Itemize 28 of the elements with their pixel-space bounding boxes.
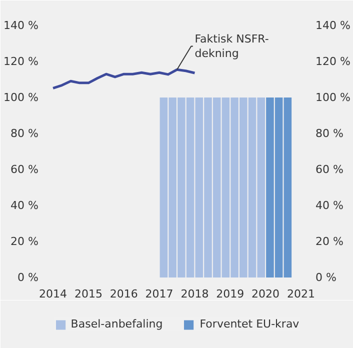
x-tick-label: 2014 — [39, 288, 68, 300]
annotation: Faktisk NSFR- dekning — [194, 32, 269, 60]
y-tick-label: 20 % — [10, 235, 39, 248]
y2-tick-label: 80 % — [316, 127, 344, 140]
y-tick-label: 0 % — [18, 271, 39, 284]
y-tick-label: 120 % — [4, 55, 39, 68]
x-tick-label: 2020 — [252, 288, 280, 300]
x-tick-label: 2015 — [74, 288, 102, 300]
legend-label: Basel-anbefaling — [70, 318, 163, 330]
y2-tick-label: 100 % — [316, 91, 350, 104]
y2-tick-label: 60 % — [316, 163, 344, 176]
y2-tick-label: 0 % — [316, 271, 336, 284]
x-tick-label: 2021 — [286, 288, 315, 300]
y-tick-label: 40 % — [10, 199, 39, 212]
y2-tick-label: 120 % — [316, 55, 350, 68]
y2-tick-label: 140 % — [316, 19, 350, 32]
y2-tick-label: 40 % — [316, 199, 344, 212]
x-tick-label: 2018 — [180, 288, 209, 300]
y-tick-label: 100 % — [4, 91, 39, 104]
x-tick-label: 2019 — [216, 288, 244, 300]
y-tick-label: 60 % — [10, 163, 39, 176]
line-series — [52, 68, 196, 90]
legend-label: Forventet EU-krav — [200, 318, 300, 330]
x-tick-label: 2016 — [110, 288, 138, 300]
y-tick-label: 140 % — [4, 19, 39, 32]
x-tick-label: 2017 — [145, 288, 174, 300]
y2-tick-label: 20 % — [316, 235, 344, 248]
y-tick-label: 80 % — [10, 127, 39, 140]
